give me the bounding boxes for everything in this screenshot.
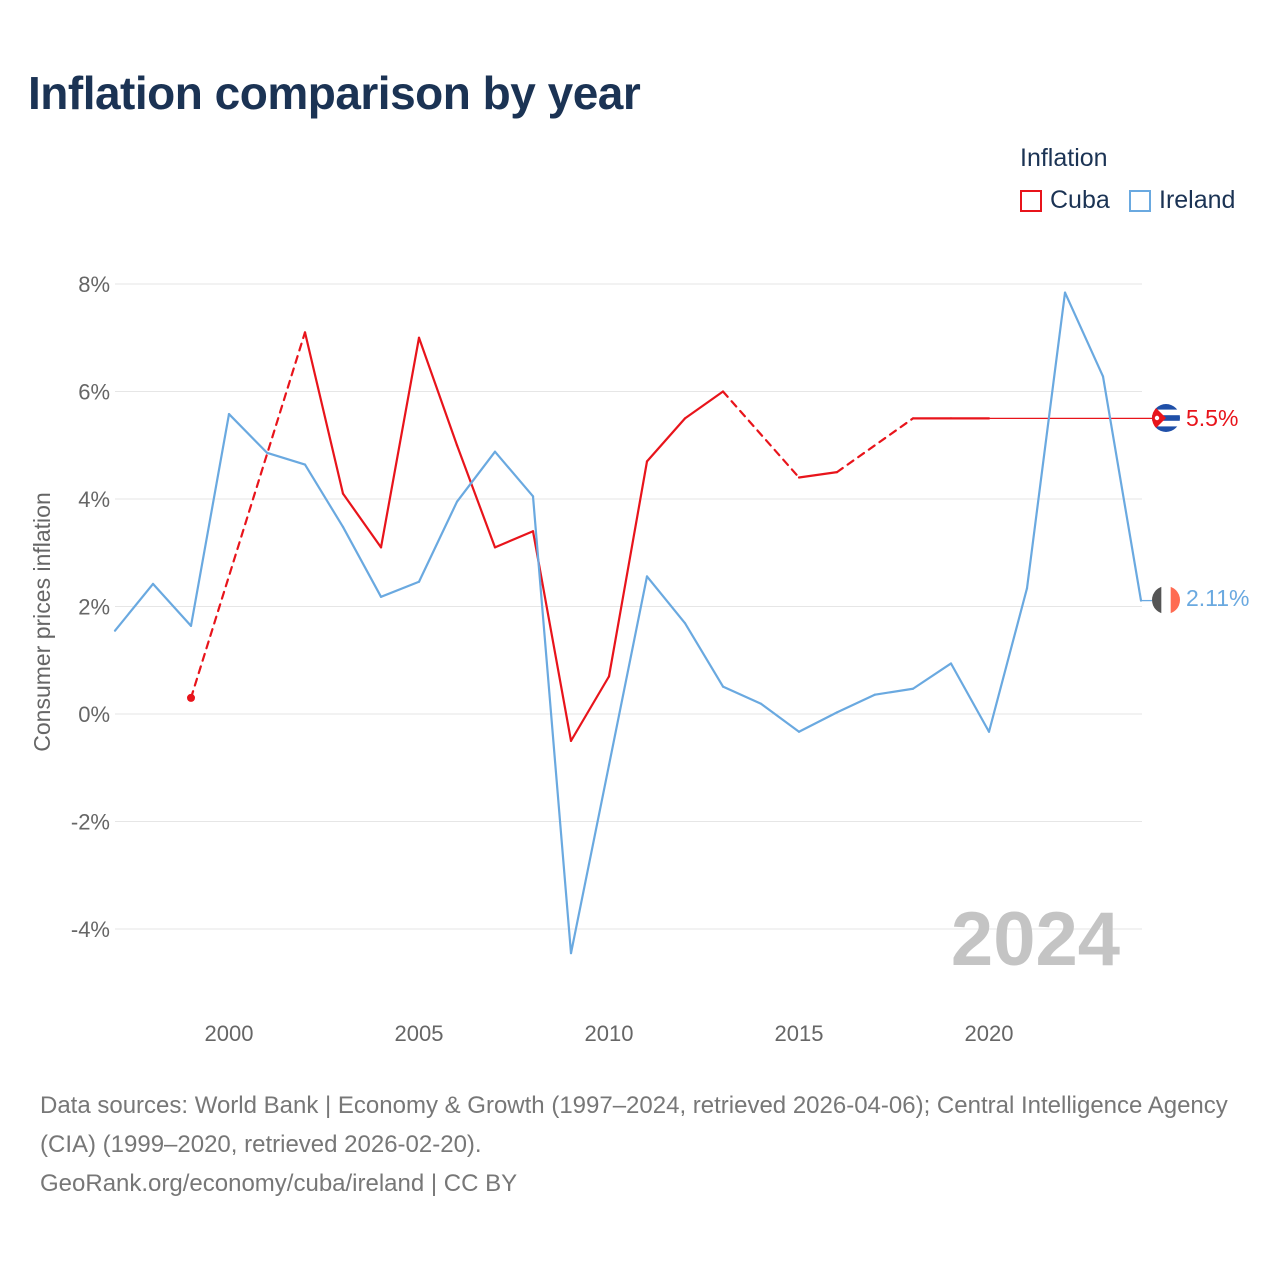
x-tick-label: 2020 [965,1021,1014,1046]
ireland-flag-icon [1152,586,1180,614]
cuba-line-segment [723,392,799,478]
ireland-line-segment [1103,376,1141,600]
grid-layer [115,284,1142,929]
cuba-line-segment [799,472,837,477]
y-tick-label: -2% [71,810,110,835]
ireland-line-segment [115,584,153,631]
cuba-line-segment [609,461,647,676]
ireland-line-segment [533,496,571,953]
y-tick-label: 8% [78,272,110,297]
x-tick-label: 2015 [775,1021,824,1046]
cuba-line-segment [381,338,419,548]
ireland-line-segment [761,704,799,732]
ireland-line-segment [799,712,837,731]
ireland-line-segment [267,453,305,465]
cuba-line-segment [495,531,533,547]
chart-svg: -4% -2% 0% 2% 4% 6% 8% 2000 2005 2010 2015 2020 Cons… [0,0,1280,1080]
cuba-line-segment [647,418,685,461]
y-tick-label: 4% [78,487,110,512]
cuba-line-segment [571,676,609,741]
x-tick-label: 2005 [395,1021,444,1046]
ireland-line-segment [875,689,913,695]
cuba-line-segment [837,418,913,472]
cuba-flag-icon [1152,404,1180,432]
ireland-line-segment [647,576,685,623]
ireland-line-segment [1027,293,1065,589]
y-tick-label: -4% [71,917,110,942]
ireland-line-segment [153,584,191,626]
cuba-end-label: 5.5% [1186,405,1238,431]
y-axis-label: Consumer prices inflation [29,492,55,752]
ireland-line-segment [723,687,761,704]
y-tick-label: 6% [78,380,110,405]
ireland-line-segment [495,452,533,497]
ireland-line-segment [951,663,989,731]
attribution-link[interactable]: GeoRank.org/economy/cuba/ireland | CC BY [40,1164,1250,1203]
cuba-line-segment [685,392,723,419]
y-tick-label: 2% [78,595,110,620]
x-tick-label: 2000 [205,1021,254,1046]
ireland-line-segment [989,588,1027,732]
ireland-line-segment [571,765,609,953]
ireland-line-segment [685,623,723,686]
ireland-line-segment [837,695,875,713]
ireland-line-segment [609,576,647,765]
axis-layer: -4% -2% 0% 2% 4% 6% 8% 2000 2005 2010 2015 2020 Cons… [29,272,1013,1046]
cuba-start-point [187,694,195,702]
data-sources-text: Data sources: World Bank | Economy & Gro… [40,1086,1250,1164]
ireland-line-segment [381,582,419,597]
year-watermark: 2024 [951,897,1120,982]
cuba-line-segment [305,332,343,493]
ireland-line-segment [419,502,457,582]
cuba-line-segment [191,332,305,698]
x-tick-label: 2010 [585,1021,634,1046]
y-tick-label: 0% [78,702,110,727]
ireland-line-segment [229,414,267,453]
ireland-line-segment [913,663,951,688]
ireland-line-segment [1065,293,1103,377]
ireland-end-label: 2.11% [1186,585,1250,611]
